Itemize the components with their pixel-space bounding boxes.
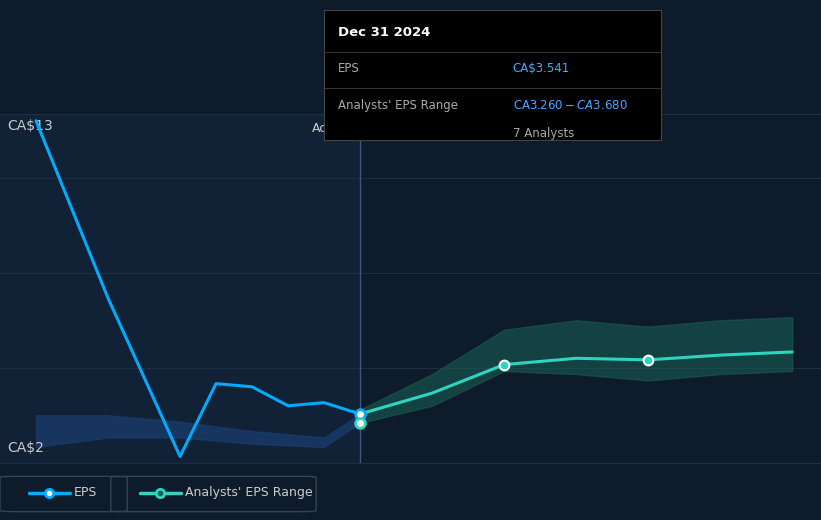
Text: Dec 31 2024: Dec 31 2024 [337, 26, 430, 39]
Text: CA$2: CA$2 [7, 441, 44, 455]
Text: Actual: Actual [312, 122, 351, 135]
Text: CA$13: CA$13 [7, 119, 53, 133]
Text: EPS: EPS [74, 487, 97, 499]
Text: Analysts Forecasts: Analysts Forecasts [369, 122, 485, 135]
Bar [0, 114, 360, 463]
Text: CA$3.260 - CA$3.680: CA$3.260 - CA$3.680 [513, 99, 627, 112]
Text: 7 Analysts: 7 Analysts [513, 127, 574, 140]
Text: EPS: EPS [337, 62, 360, 75]
Text: Analysts' EPS Range: Analysts' EPS Range [185, 487, 312, 499]
Text: Analysts' EPS Range: Analysts' EPS Range [337, 99, 458, 112]
Text: CA$3.541: CA$3.541 [513, 62, 570, 75]
